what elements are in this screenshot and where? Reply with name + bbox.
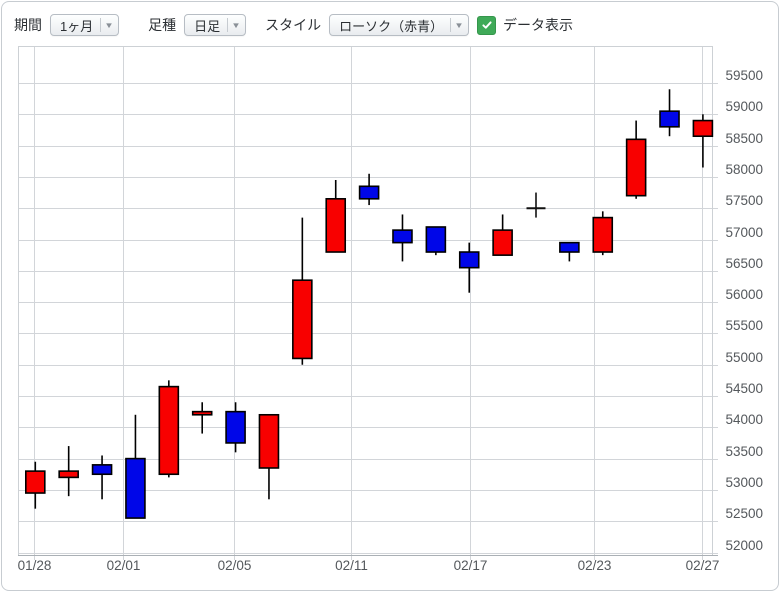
candle-body (58, 470, 79, 479)
candle[interactable] (258, 413, 280, 500)
data-display-checkbox[interactable] (477, 15, 497, 35)
dropdown-separator (450, 18, 452, 32)
candle[interactable] (592, 211, 614, 256)
candle[interactable] (492, 214, 513, 256)
period-select[interactable]: 1ヶ月 ▼ (50, 14, 120, 36)
y-axis-label: 52000 (725, 538, 763, 553)
candle[interactable] (392, 214, 413, 262)
y-axis-label: 54000 (725, 412, 763, 427)
chevron-down-icon: ▼ (231, 20, 241, 30)
candle-body (425, 226, 447, 253)
candle-body (125, 457, 146, 519)
period-value: 1ヶ月 (60, 18, 94, 34)
candle-body (559, 241, 580, 253)
candle-body (225, 410, 246, 444)
y-axis-label: 57500 (725, 193, 763, 208)
bartype-value: 日足 (194, 18, 221, 34)
candle[interactable] (458, 242, 480, 293)
candle-body (392, 229, 413, 244)
candle[interactable] (625, 120, 647, 199)
candle-body (592, 216, 614, 253)
y-axis-label: 58000 (725, 162, 763, 177)
dropdown-separator (100, 18, 102, 32)
y-axis-label: 57000 (725, 225, 763, 240)
candle[interactable] (659, 89, 680, 137)
y-axis-label: 53500 (725, 444, 763, 459)
candle-body (91, 464, 113, 476)
y-axis-label: 54500 (725, 381, 763, 396)
candle-body (24, 470, 46, 494)
candle-body (292, 279, 313, 360)
candle[interactable] (125, 414, 146, 519)
y-axis-label: 56000 (725, 287, 763, 302)
y-axis-label: 55000 (725, 350, 763, 365)
x-axis-label: 02/11 (335, 558, 368, 573)
y-axis-label: 59000 (725, 99, 763, 114)
chart-toolbar: 期間 1ヶ月 ▼ 足種 日足 ▼ スタイル ローソク（赤青） ▼ データ表示 (14, 12, 581, 38)
candle[interactable] (526, 192, 546, 218)
style-select[interactable]: ローソク（赤青） ▼ (329, 14, 470, 36)
x-axis-label: 02/05 (218, 558, 252, 573)
candle[interactable] (559, 241, 580, 262)
period-label: 期間 (14, 17, 42, 33)
candle[interactable] (191, 402, 213, 434)
y-axis-label: 59500 (725, 68, 763, 83)
bartype-select[interactable]: 日足 ▼ (184, 14, 247, 36)
candle-body (692, 119, 714, 138)
y-axis-label: 58500 (725, 131, 763, 146)
y-axis-label: 55500 (725, 318, 763, 333)
x-axis-label: 01/28 (18, 558, 52, 573)
chevron-down-icon: ▼ (104, 20, 114, 30)
dropdown-separator (227, 18, 229, 32)
candle[interactable] (225, 402, 246, 453)
bartype-label: 足種 (148, 17, 177, 33)
x-axis-label: 02/01 (107, 558, 141, 573)
chevron-down-icon: ▼ (454, 20, 464, 30)
candle-body (191, 410, 213, 416)
style-label: スタイル (265, 17, 322, 33)
candle-body (458, 251, 480, 269)
candle-body (358, 185, 380, 200)
check-icon (481, 21, 492, 29)
candle[interactable] (692, 114, 714, 168)
x-axis-label: 02/23 (578, 558, 612, 573)
candle-body (625, 138, 647, 197)
candle[interactable] (91, 455, 113, 500)
candle[interactable] (292, 217, 313, 365)
y-axis-label: 52500 (725, 506, 763, 521)
x-axis-label: 02/17 (454, 558, 488, 573)
x-axis-label: 02/27 (686, 558, 720, 573)
candle[interactable] (325, 180, 347, 253)
candle[interactable] (358, 173, 380, 206)
candle[interactable] (158, 380, 180, 478)
candle-body (659, 110, 680, 128)
candle[interactable] (24, 461, 46, 509)
candle-body (258, 413, 280, 469)
style-value: ローソク（赤青） (339, 18, 444, 34)
y-axis-label: 56500 (725, 256, 763, 271)
y-axis-label: 53000 (725, 475, 763, 490)
candle-body (492, 229, 513, 256)
candle[interactable] (425, 226, 447, 256)
candle-body (325, 198, 347, 253)
candle[interactable] (58, 446, 79, 497)
candle-body (158, 385, 180, 476)
data-display-label: データ表示 (503, 17, 574, 33)
